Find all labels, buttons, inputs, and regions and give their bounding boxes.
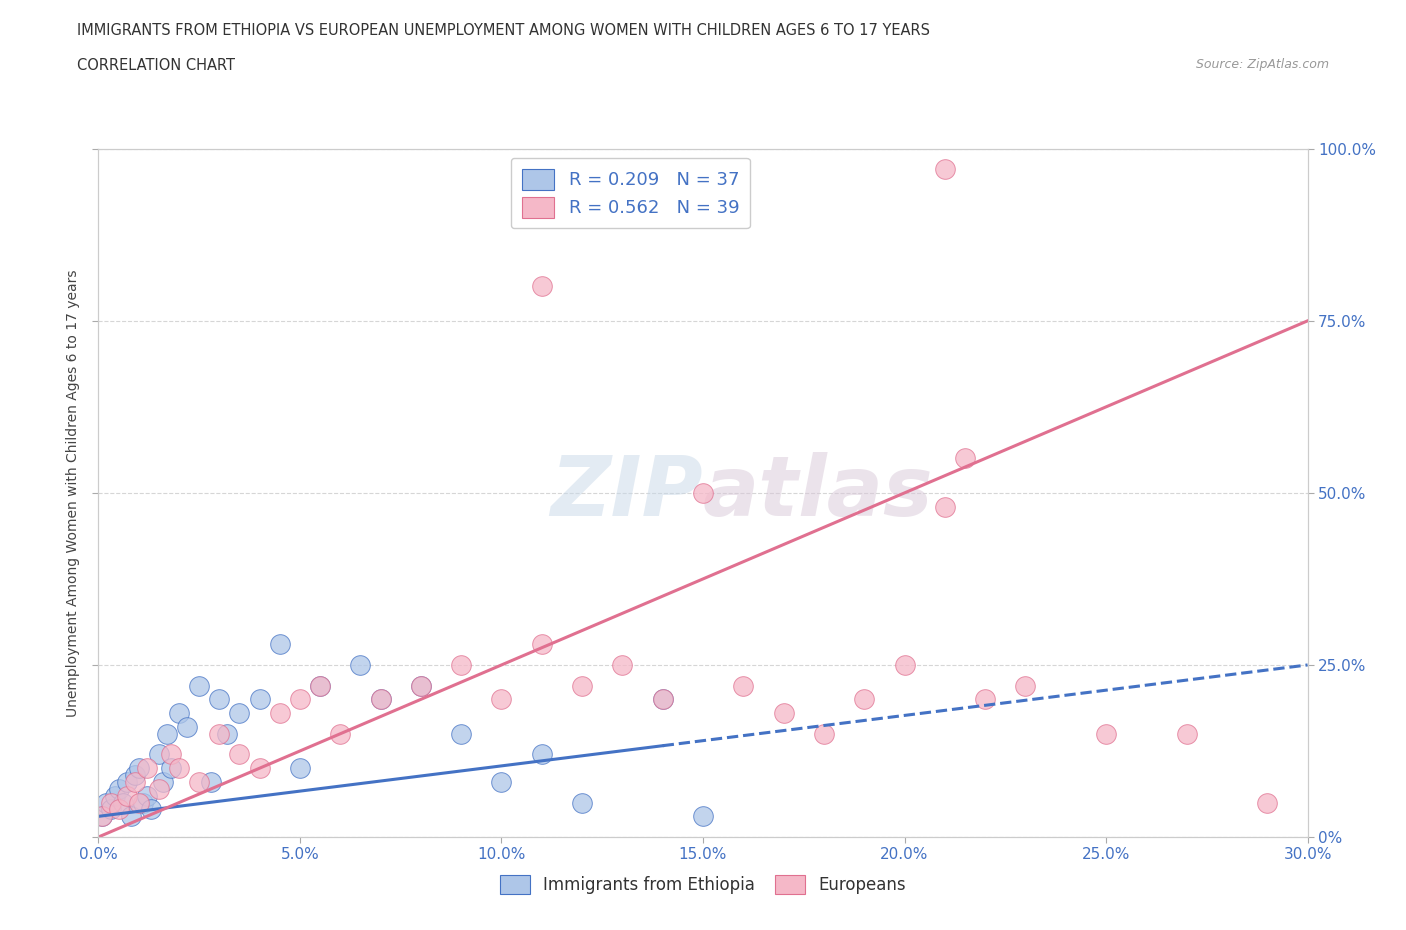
Point xyxy=(349,658,371,672)
Point xyxy=(167,706,190,721)
Point xyxy=(156,726,179,741)
Point xyxy=(120,809,142,824)
Point xyxy=(269,706,291,721)
Point xyxy=(409,678,432,693)
Point xyxy=(853,692,876,707)
Point xyxy=(974,692,997,707)
Point xyxy=(188,775,211,790)
Point xyxy=(115,775,138,790)
Point xyxy=(135,789,157,804)
Point xyxy=(228,747,250,762)
Point xyxy=(692,809,714,824)
Point xyxy=(152,775,174,790)
Point xyxy=(1175,726,1198,741)
Point xyxy=(188,678,211,693)
Point xyxy=(491,775,513,790)
Point xyxy=(692,485,714,500)
Point xyxy=(288,692,311,707)
Point xyxy=(96,795,118,810)
Text: IMMIGRANTS FROM ETHIOPIA VS EUROPEAN UNEMPLOYMENT AMONG WOMEN WITH CHILDREN AGES: IMMIGRANTS FROM ETHIOPIA VS EUROPEAN UNE… xyxy=(77,23,931,38)
Point xyxy=(160,747,183,762)
Point xyxy=(491,692,513,707)
Point xyxy=(269,637,291,652)
Point xyxy=(208,692,231,707)
Point xyxy=(100,795,122,810)
Point xyxy=(167,761,190,776)
Point xyxy=(733,678,755,693)
Point xyxy=(530,747,553,762)
Point xyxy=(1095,726,1118,741)
Point xyxy=(148,747,170,762)
Y-axis label: Unemployment Among Women with Children Ages 6 to 17 years: Unemployment Among Women with Children A… xyxy=(66,269,80,717)
Point xyxy=(160,761,183,776)
Point xyxy=(249,692,271,707)
Point xyxy=(530,637,553,652)
Point xyxy=(128,795,150,810)
Text: CORRELATION CHART: CORRELATION CHART xyxy=(77,58,235,73)
Point xyxy=(124,775,146,790)
Point xyxy=(91,809,114,824)
Point xyxy=(176,720,198,735)
Point xyxy=(309,678,332,693)
Point xyxy=(1014,678,1036,693)
Point xyxy=(571,795,593,810)
Point xyxy=(115,789,138,804)
Point xyxy=(288,761,311,776)
Text: ZIP: ZIP xyxy=(550,452,703,534)
Point xyxy=(148,781,170,796)
Point xyxy=(128,761,150,776)
Point xyxy=(450,726,472,741)
Point xyxy=(208,726,231,741)
Point xyxy=(934,162,956,177)
Point xyxy=(772,706,794,721)
Text: Source: ZipAtlas.com: Source: ZipAtlas.com xyxy=(1195,58,1329,71)
Point xyxy=(200,775,222,790)
Point xyxy=(953,451,976,466)
Point xyxy=(329,726,352,741)
Point xyxy=(893,658,915,672)
Point xyxy=(813,726,835,741)
Point xyxy=(107,781,129,796)
Legend: Immigrants from Ethiopia, Europeans: Immigrants from Ethiopia, Europeans xyxy=(489,865,917,904)
Point xyxy=(370,692,392,707)
Text: atlas: atlas xyxy=(703,452,934,534)
Point xyxy=(124,767,146,782)
Point xyxy=(91,809,114,824)
Point xyxy=(612,658,634,672)
Point xyxy=(107,802,129,817)
Point xyxy=(228,706,250,721)
Point xyxy=(103,789,125,804)
Point xyxy=(139,802,162,817)
Point xyxy=(571,678,593,693)
Point xyxy=(135,761,157,776)
Point xyxy=(651,692,673,707)
Point xyxy=(217,726,239,741)
Point xyxy=(651,692,673,707)
Point xyxy=(100,802,122,817)
Point xyxy=(370,692,392,707)
Point xyxy=(132,795,155,810)
Point xyxy=(1256,795,1278,810)
Point xyxy=(111,795,134,810)
Point xyxy=(934,499,956,514)
Point xyxy=(530,279,553,294)
Point xyxy=(450,658,472,672)
Point xyxy=(249,761,271,776)
Point xyxy=(409,678,432,693)
Point xyxy=(309,678,332,693)
